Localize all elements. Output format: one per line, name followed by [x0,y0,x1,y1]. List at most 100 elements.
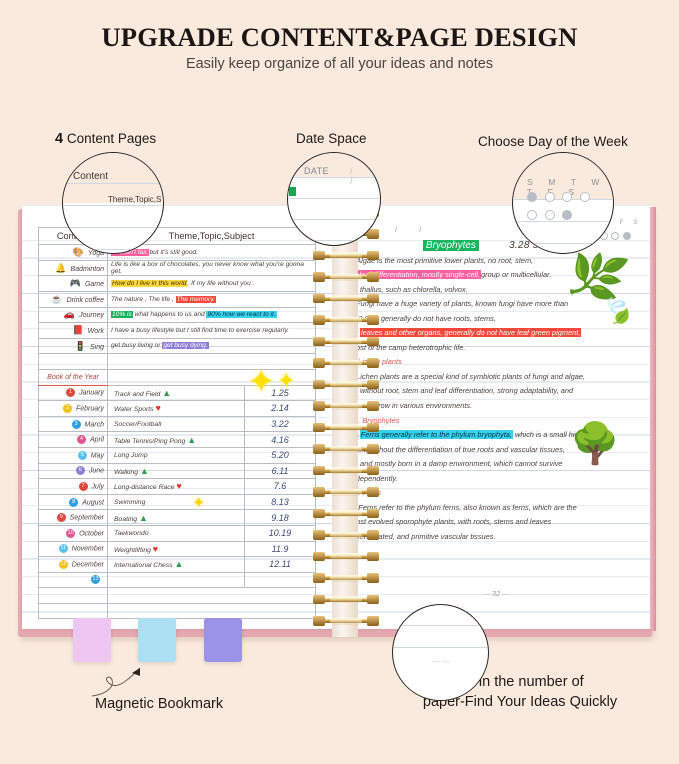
month-label: October [79,530,104,538]
sport-date: 8.13 [244,494,315,510]
highlight-red: The memory. [175,295,216,303]
plain-text: but it's still good. [149,248,198,256]
activity-label: Game [84,281,104,289]
row-theme-cell: get busy living or get busy dying. [107,337,316,355]
book-of-the-year-label: Book of the Year [38,368,108,386]
sport-label: Swimming [114,498,146,506]
month-number-badge: 1 [66,388,76,398]
bookmark-blue[interactable] [138,618,176,662]
plain-text: I have a busy lifestyle but I still find… [111,326,289,334]
sport-label: Taekwondo [114,529,149,537]
spiral-coil [312,573,380,584]
magnifier-bg-top [63,153,163,203]
table-row: 🎮 Game How do I live in this world, If my … [38,275,316,292]
spiral-coil [312,616,380,627]
month-label: June [88,467,104,475]
magnifier-page-number: — — [392,604,489,701]
month-number-badge: 3 [71,419,81,429]
month-number-badge: 2 [62,403,72,413]
month-cell: 11 November [38,540,108,558]
right-page-edge [650,207,656,631]
caption-content-pages: 4 Content Pages [55,131,156,147]
month-cell: 2 February [38,400,108,417]
sport-date: 6.11 [244,463,315,479]
plain-text: group or multicellular. [481,270,552,280]
note-line: 14Ferns refer to the phylum ferns, also … [350,501,642,516]
table-row: 🚦 Sing get busy living or get busy dying. [38,337,316,355]
sport-date: 7.6 [244,479,315,494]
highlight-red: leaves and other organs, generally do no… [360,328,582,338]
month-row: 1 January Track and Field ▲ 1.25 [38,384,316,402]
magnifier-theme-label: Theme,Topic,S [108,195,162,204]
month-label: January [79,389,104,397]
spiral-coil [312,358,380,369]
magnifier-content-pages: Content Theme,Topic,S [62,152,164,254]
caption-content-pages-text: Content Pages [63,131,157,146]
caption-choose-day: Choose Day of the Week [478,134,628,149]
plain-text: thallus, such as chlorella, volvox. [360,284,468,294]
sport-cell: Track and Field ▲ 1.25 [107,384,316,402]
sport-label: Long-distance Race ♥ [114,481,182,492]
table-row: ☕ Drink coffee The nature , The life , The… [38,291,316,308]
bookmark-purple[interactable] [73,618,111,662]
sport-label: Soccer/Football [114,420,162,428]
bookmark-arrow-icon [91,667,141,697]
month-number-badge: 6 [75,466,85,476]
bookmark-violet[interactable] [204,618,242,662]
note-line: 6. Lichen plants [350,355,642,370]
row-theme-cell: Life is like a box of chocolates, you ne… [107,259,316,277]
table-row: 🔔 Badminton Life is like a box of chocolat… [38,259,316,277]
caption-date-space: Date Space [296,131,367,146]
magnifier-week-dots [527,189,613,225]
highlight-pink: Life isn't fair, [111,248,150,256]
magnifier-day-dot-3 [579,192,590,202]
day-dot-f-5[interactable] [611,232,620,240]
sport-cell: Long Jump 5.20 [107,446,316,464]
spiral-coil [312,594,380,605]
sport-date: 2.14 [244,401,315,416]
content-table-body: 🎨 Yoga Life isn't fair,but it's still good… [38,244,316,620]
magnifier-day-dot-4 [527,210,537,220]
row-icon-cell: 🎮 Game [38,275,108,292]
month-row: 3 March Soccer/Football 3.22 [38,415,316,433]
sport-cell: Boating ▲ 9.18 [107,509,316,526]
note-line: plant, without the differentiation of tr… [350,443,642,458]
note-title: Bryophytes [422,240,479,251]
month-number-badge: 4 [76,435,86,445]
spiral-coil [312,401,380,412]
month-row: 13 [38,571,316,589]
row-theme-cell: The nature , The life , The memory. [107,291,316,308]
sport-date: 10.19 [244,525,315,541]
table-row-blank [38,587,316,604]
sport-label: Weightlifting ♥ [114,543,159,554]
note-line: independently. [350,472,642,487]
sport-cell: Soccer/Football 3.22 [107,415,316,433]
note-line: without root, stem and leaf differentiat… [350,384,642,399]
month-cell: 5 May [38,446,108,464]
activity-label: Drink coffee [66,296,104,304]
month-row: 11 November Weightlifting ♥ 11.9 [38,540,316,558]
month-row: 9 September Boating ▲ 9.18 [38,509,316,526]
note-line: 13. Ferns [350,486,642,501]
month-row: 7 July Long-distance Race ♥ 7.6 [38,478,316,495]
row-icon-cell: 🚗 Journey [38,306,108,324]
month-number-badge: 9 [56,513,66,523]
activity-label: Journey [79,312,104,320]
highlight-green: 10% is [111,311,133,319]
activity-label: Sing [89,343,104,351]
day-dot-s-6[interactable] [622,232,631,240]
sport-cell: Weightlifting ♥ 11.9 [107,540,316,558]
row-theme-cell: How do I live in this world, If my life … [107,275,316,292]
highlight-purple: get busy dying. [162,342,209,350]
activity-label: Work [87,327,104,335]
month-cell: 12 December [38,556,108,573]
activity-icon: 🎨 [72,246,85,257]
sport-cell: Long-distance Race ♥ 7.6 [107,478,316,495]
magnifier-day-of-week: S M T W T F S [512,152,614,254]
month-number-badge: 7 [78,481,88,491]
page-subtitle: Easily keep organize of all your ideas a… [185,56,494,72]
plain-text: 14Ferns refer to the phylum ferns, also … [350,502,577,512]
activity-label: Yoga [88,249,104,257]
month-number-badge: 8 [69,497,79,507]
magnifier-date-label: DATE [304,166,329,176]
